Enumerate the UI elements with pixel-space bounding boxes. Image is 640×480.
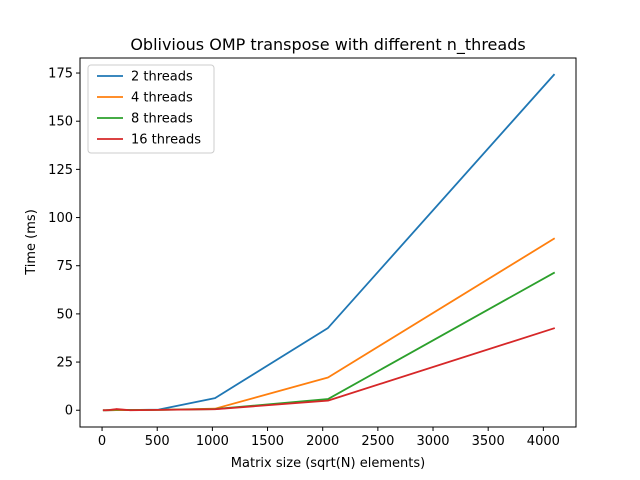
x-axis-label: Matrix size (sqrt(N) elements) bbox=[231, 456, 425, 471]
legend-label: 4 threads bbox=[131, 91, 193, 106]
x-tick-label: 2500 bbox=[361, 434, 394, 449]
x-tick-label: 0 bbox=[98, 434, 106, 449]
x-tick-label: 1500 bbox=[251, 434, 284, 449]
x-tick-label: 4000 bbox=[527, 434, 560, 449]
x-tick-label: 1000 bbox=[196, 434, 229, 449]
legend-label: 2 threads bbox=[131, 70, 193, 85]
legend-box bbox=[87, 64, 215, 154]
series-line-4 bbox=[102, 327, 556, 412]
y-tick-label: 175 bbox=[48, 67, 73, 82]
legend-label: 8 threads bbox=[131, 112, 193, 127]
plot-area: 0 500 1000 1500 2000 2500 3000 3500 4000 0 25 50 75 1… bbox=[48, 57, 577, 449]
series-line-2 bbox=[102, 237, 556, 412]
y-tick-label: 75 bbox=[56, 259, 73, 274]
x-tick-label: 500 bbox=[145, 434, 170, 449]
x-tick-label: 3000 bbox=[416, 434, 449, 449]
chart-title: Oblivious OMP transpose with different n… bbox=[130, 35, 525, 55]
y-tick-label: 25 bbox=[56, 356, 73, 371]
y-tick-label: 50 bbox=[56, 307, 73, 322]
y-tick-label: 150 bbox=[48, 115, 73, 130]
legend-label: 16 threads bbox=[131, 133, 201, 148]
series-line-3 bbox=[102, 271, 556, 412]
y-tick-label: 125 bbox=[48, 163, 73, 178]
y-tick-label: 100 bbox=[48, 211, 73, 226]
y-tick-label: 0 bbox=[65, 404, 73, 419]
axes-frame bbox=[79, 57, 577, 428]
x-tick-label: 2000 bbox=[306, 434, 339, 449]
y-axis-label: Time (ms) bbox=[24, 209, 39, 276]
x-tick-label: 3500 bbox=[472, 434, 505, 449]
